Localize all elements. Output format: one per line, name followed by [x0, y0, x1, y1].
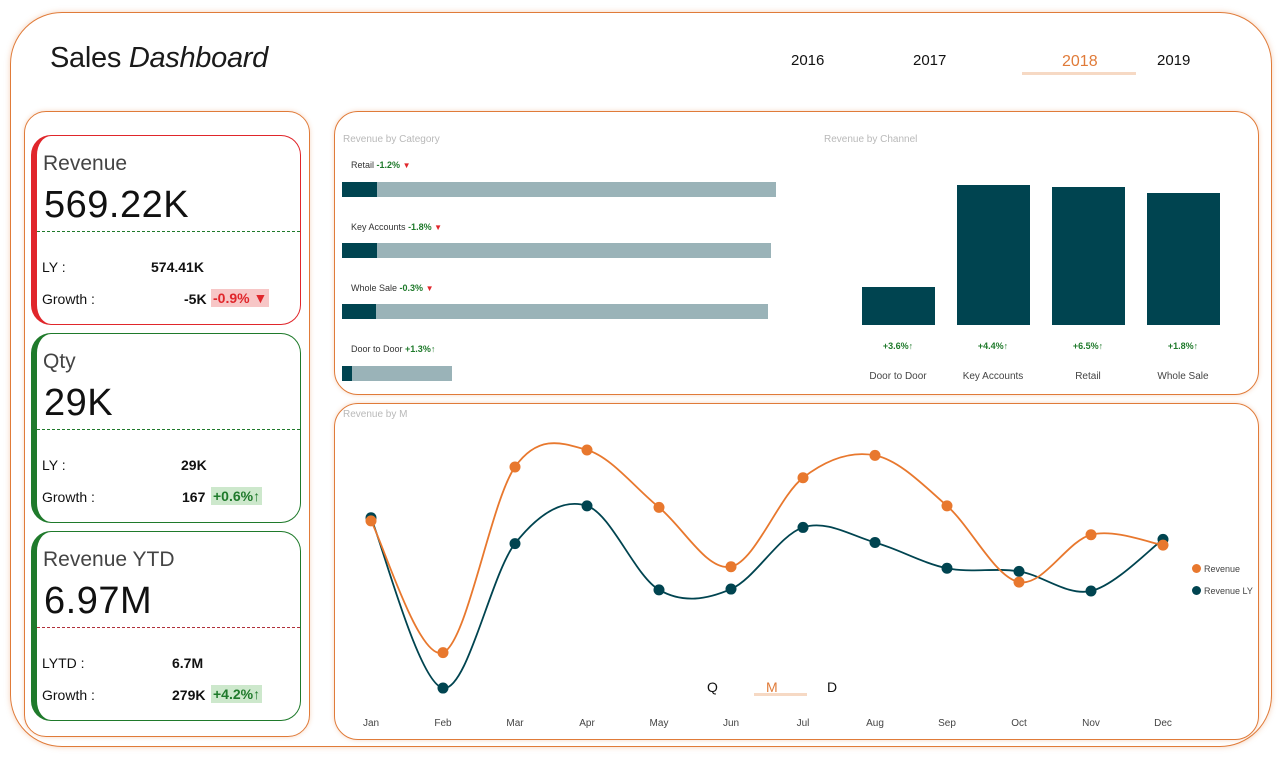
kpi-value: 569.22K — [44, 184, 190, 226]
revenue-kpi-card: Revenue 569.22K LY : 574.41K Growth : -5… — [31, 135, 301, 325]
category-name: Door to Door — [351, 344, 403, 354]
granularity-m-button[interactable]: M — [766, 679, 778, 695]
channel-chart-title: Revenue by Channel — [824, 134, 918, 145]
category-bar-current[interactable] — [342, 243, 377, 258]
down-arrow-icon: ▼ — [434, 223, 443, 232]
legend-revenue[interactable]: Revenue — [1192, 564, 1240, 574]
growth-pct-badge: +0.6%↑ — [211, 487, 263, 505]
growth-abs: -5K — [184, 291, 207, 307]
category-bar-current[interactable] — [342, 182, 377, 197]
title-part2: Dashboard — [128, 42, 268, 74]
ly-value: 6.7M — [172, 655, 204, 671]
dashboard-frame — [10, 12, 1272, 747]
ly-value: 574.41K — [151, 259, 204, 275]
channel-category-label: Whole Sale — [1157, 371, 1209, 382]
channel-change-label: +1.8%↑ — [1167, 341, 1199, 351]
channel-bar[interactable] — [1051, 187, 1125, 325]
ly-label: LY : — [42, 259, 66, 275]
category-bar-total[interactable] — [342, 182, 776, 197]
growth-label: Growth : — [42, 489, 95, 505]
category-label-retail: Retail -1.2% ▼ — [351, 160, 410, 170]
category-label-key-accounts: Key Accounts -1.8% ▼ — [351, 222, 442, 232]
title-part1: Sales — [50, 42, 122, 74]
ly-label: LYTD : — [42, 655, 85, 671]
growth-abs: 279K — [172, 687, 206, 703]
line-chart-title: Revenue by M — [343, 409, 408, 420]
category-change: -0.3% — [399, 283, 424, 293]
category-bar-total[interactable] — [342, 304, 768, 319]
year-2018-button[interactable]: 2018 — [1062, 53, 1098, 70]
kpi-divider — [37, 627, 300, 628]
kpi-panel — [24, 111, 310, 737]
category-chart-title: Revenue by Category — [343, 134, 440, 145]
category-bar-total[interactable] — [342, 243, 771, 258]
revenue-ytd-kpi-card: Revenue YTD 6.97M LYTD : 6.7M Growth : 2… — [31, 531, 301, 721]
category-name: Retail — [351, 160, 375, 170]
year-2017-button[interactable]: 2017 — [913, 52, 947, 69]
channel-category-label: Key Accounts — [962, 371, 1024, 382]
kpi-name: Revenue — [43, 152, 128, 175]
growth-label: Growth : — [42, 687, 95, 703]
page-title: Sales Dashboard — [50, 42, 268, 75]
year-2016-button[interactable]: 2016 — [791, 52, 825, 69]
category-change: -1.8% — [408, 222, 432, 232]
channel-bar[interactable] — [956, 184, 1030, 325]
year-2019-button[interactable]: 2019 — [1157, 52, 1191, 69]
kpi-value: 6.97M — [44, 580, 153, 622]
top-charts-card — [334, 111, 1259, 395]
line-chart-card — [334, 403, 1259, 740]
category-change: +1.3%↑ — [405, 344, 436, 354]
category-bar-total[interactable] — [342, 366, 452, 381]
category-name: Key Accounts — [351, 222, 406, 232]
growth-pct-badge: +4.2%↑ — [211, 685, 263, 703]
channel-change-label: +6.5%↑ — [1072, 341, 1104, 351]
kpi-divider — [37, 231, 300, 232]
channel-change-label: +3.6%↑ — [882, 341, 914, 351]
kpi-divider — [37, 429, 300, 430]
granularity-q-button[interactable]: Q — [707, 679, 718, 695]
down-arrow-icon: ▼ — [402, 161, 411, 170]
legend-dot-icon — [1192, 586, 1201, 595]
category-label-door-to-door: Door to Door +1.3%↑ — [351, 344, 435, 354]
down-arrow-icon: ▼ — [425, 284, 434, 293]
selected-year-underline — [1022, 72, 1136, 75]
legend-label: Revenue — [1204, 564, 1241, 574]
category-label-whole-sale: Whole Sale -0.3% ▼ — [351, 283, 434, 293]
growth-abs: 167 — [182, 489, 206, 505]
category-name: Whole Sale — [351, 283, 398, 293]
kpi-value: 29K — [44, 382, 114, 424]
channel-category-label: Retail — [1075, 371, 1101, 382]
ly-label: LY : — [42, 457, 66, 473]
channel-bar[interactable] — [1146, 192, 1220, 325]
growth-label: Growth : — [42, 291, 95, 307]
legend-label: Revenue LY — [1204, 586, 1253, 596]
category-bar-current[interactable] — [342, 304, 376, 319]
channel-category-label: Door to Door — [869, 371, 927, 382]
channel-change-label: +4.4%↑ — [977, 341, 1009, 351]
category-change: -1.2% — [376, 160, 401, 170]
legend-dot-icon — [1192, 564, 1201, 573]
kpi-name: Revenue YTD — [43, 548, 175, 571]
granularity-d-button[interactable]: D — [827, 679, 838, 695]
growth-pct-badge: -0.9% ▼ — [211, 289, 270, 307]
legend-revenue-ly[interactable]: Revenue LY — [1192, 586, 1253, 596]
category-bar-current[interactable] — [342, 366, 352, 381]
kpi-name: Qty — [43, 350, 76, 373]
qty-kpi-card: Qty 29K LY : 29K Growth : 167 +0.6%↑ — [31, 333, 301, 523]
selected-granularity-underline — [754, 693, 807, 696]
ly-value: 29K — [181, 457, 207, 473]
channel-bar[interactable] — [861, 287, 935, 325]
